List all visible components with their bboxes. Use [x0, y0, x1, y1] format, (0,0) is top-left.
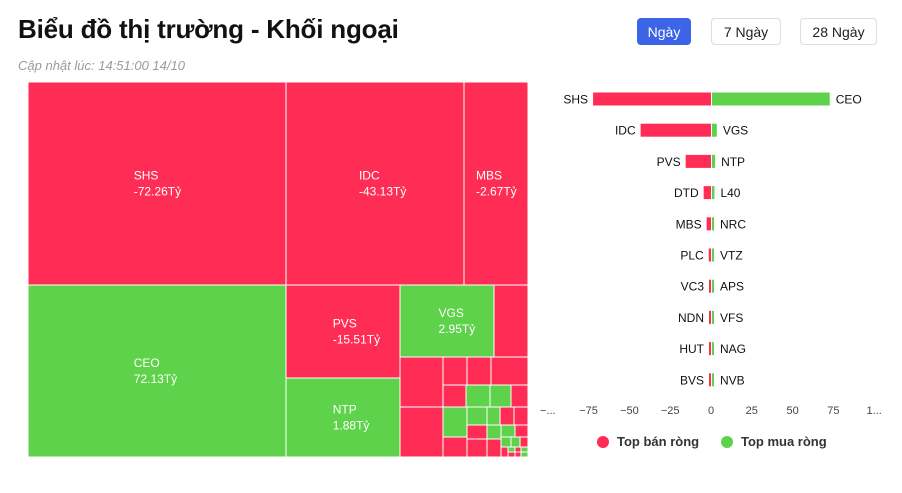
- treemap-code: MBS: [476, 169, 502, 183]
- bar-sell-pvs: [685, 154, 711, 168]
- x-tick-label: 50: [786, 405, 798, 417]
- page-title: Biểu đồ thị trường - Khối ngoại: [18, 14, 399, 44]
- bar-sell-label: DTD: [674, 186, 699, 200]
- bar-buy-vgs: [712, 123, 717, 137]
- bar-sell-label: PVS: [657, 155, 681, 169]
- update-timestamp: Cập nhật lúc: 14:51:00 14/10: [18, 58, 185, 73]
- bar-buy-nrc: [712, 217, 714, 231]
- bar-buy-aps: [712, 279, 714, 293]
- bar-sell-label: MBS: [676, 217, 702, 231]
- bar-sell-hut: [709, 342, 711, 356]
- bar-sell-plc: [708, 248, 711, 262]
- bar-sell-label: SHS: [563, 93, 588, 107]
- treemap-value: 1.88Tỷ: [333, 419, 370, 433]
- bar-sell-idc: [640, 123, 711, 137]
- treemap-small-tile: [493, 284, 529, 358]
- x-tick-label: 25: [746, 405, 758, 417]
- x-tick-label: −25: [661, 405, 680, 417]
- bar-buy-vtz: [712, 248, 714, 262]
- treemap-code: IDC: [359, 169, 380, 183]
- bar-buy-label: NRC: [720, 217, 746, 231]
- range-button-day[interactable]: Ngày: [637, 18, 691, 45]
- x-tick-label: 75: [827, 405, 839, 417]
- legend-buy-dot: [721, 435, 733, 448]
- treemap-small-tile: [520, 451, 529, 458]
- treemap-tile-ntp: [285, 377, 401, 458]
- treemap-tile-pvs: [285, 284, 401, 379]
- bar-sell-shs: [593, 92, 711, 106]
- bar-buy-label: NAG: [720, 342, 746, 356]
- treemap-small-tile: [442, 356, 468, 386]
- treemap-value: -72.26Tỷ: [134, 185, 181, 199]
- treemap-value: -2.67Tỷ: [476, 185, 517, 199]
- treemap-tile-mbs: [463, 81, 529, 286]
- bar-sell-bvs: [709, 373, 711, 387]
- bar-sell-label: IDC: [615, 124, 636, 138]
- treemap-code: CEO: [134, 356, 160, 370]
- bar-buy-label: L40: [720, 186, 740, 200]
- bar-buy-label: VGS: [723, 124, 748, 138]
- range-button-28-days[interactable]: 28 Ngày: [800, 18, 877, 45]
- bar-buy-label: NVB: [720, 373, 745, 387]
- bar-sell-ndn: [709, 310, 711, 324]
- bar-sell-dtd: [703, 186, 711, 200]
- treemap-tile-idc: [285, 81, 465, 286]
- bar-buy-l40: [712, 186, 715, 200]
- x-tick-label: 0: [708, 405, 714, 417]
- treemap-value: 72.13Tỷ: [134, 372, 177, 386]
- bar-buy-label: CEO: [836, 93, 862, 107]
- bar-buy-ceo: [712, 92, 830, 106]
- treemap-code: SHS: [134, 169, 159, 183]
- treemap-code: NTP: [333, 403, 357, 417]
- treemap-value: -43.13Tỷ: [359, 185, 406, 199]
- legend-sell-label: Top bán ròng: [617, 434, 700, 449]
- bar-buy-nag: [712, 342, 714, 356]
- treemap-value: -15.51Tỷ: [333, 333, 380, 347]
- bar-sell-label: HUT: [679, 342, 704, 356]
- treemap-tile-ceo: [27, 284, 287, 458]
- treemap-tile-shs: [27, 81, 287, 286]
- bar-buy-label: NTP: [721, 155, 745, 169]
- bar-buy-vfs: [712, 310, 714, 324]
- range-button-7-days[interactable]: 7 Ngày: [711, 18, 781, 45]
- bar-buy-label: VTZ: [720, 249, 743, 263]
- x-tick-label: −75: [579, 405, 598, 417]
- bar-sell-mbs: [706, 217, 711, 231]
- x-tick-label: 1...: [867, 405, 882, 417]
- treemap-tile-vgs: [399, 284, 495, 358]
- legend-sell-dot: [597, 435, 609, 448]
- bar-sell-label: VC3: [681, 280, 705, 294]
- legend-buy[interactable]: Top mua ròng: [721, 434, 827, 449]
- bar-buy-label: APS: [720, 280, 744, 294]
- bar-sell-label: NDN: [678, 311, 704, 325]
- legend-sell[interactable]: Top bán ròng: [597, 434, 699, 449]
- legend-buy-label: Top mua ròng: [741, 434, 827, 449]
- treemap-code: PVS: [333, 317, 357, 331]
- x-tick-label: −...: [540, 405, 556, 417]
- bar-buy-label: VFS: [720, 311, 743, 325]
- treemap-value: 2.95Tỷ: [439, 322, 476, 336]
- bar-buy-ntp: [712, 154, 716, 168]
- bar-sell-label: PLC: [680, 249, 704, 263]
- bar-sell-label: BVS: [680, 373, 704, 387]
- x-tick-label: −50: [620, 405, 639, 417]
- treemap-code: VGS: [439, 306, 464, 320]
- bar-sell-vc3: [709, 279, 711, 293]
- bar-buy-nvb: [712, 373, 714, 387]
